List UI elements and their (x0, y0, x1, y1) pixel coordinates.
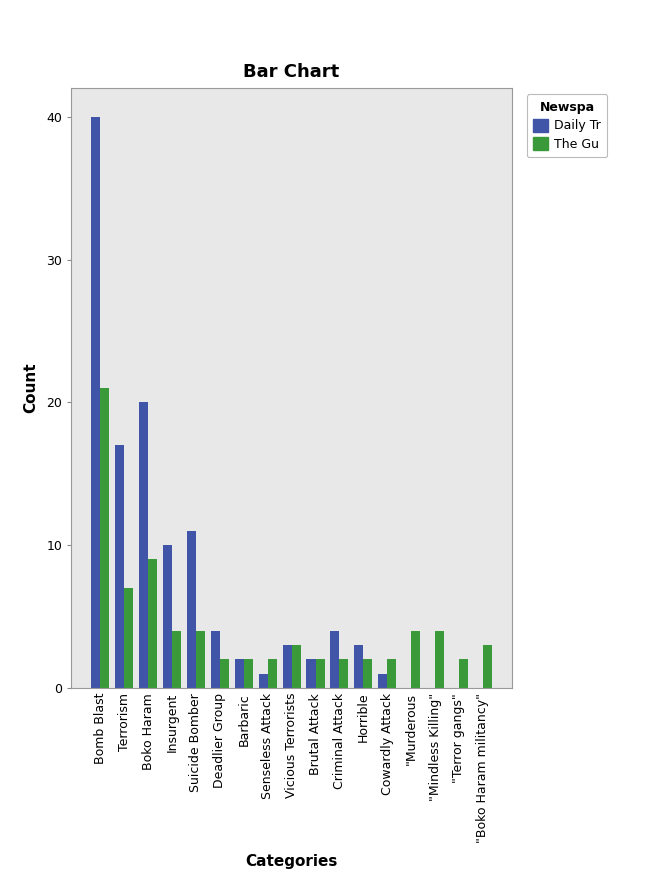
Bar (316, 660, 325, 688)
Bar (268, 660, 277, 688)
Bar (483, 645, 492, 688)
Bar (196, 631, 205, 688)
Title: Bar Chart: Bar Chart (244, 64, 340, 81)
Bar (163, 545, 172, 688)
Bar (340, 660, 349, 688)
Bar (91, 116, 100, 688)
Bar (115, 445, 124, 688)
Bar (330, 631, 340, 688)
Bar (378, 674, 388, 688)
Bar (459, 660, 468, 688)
Bar (307, 660, 316, 688)
Bar (172, 631, 181, 688)
Bar (388, 660, 397, 688)
Bar (283, 645, 292, 688)
Bar (235, 660, 244, 688)
Bar (211, 631, 220, 688)
X-axis label: Categories: Categories (246, 854, 338, 869)
Bar (124, 588, 133, 688)
Bar (187, 531, 196, 688)
Bar (435, 631, 444, 688)
Bar (292, 645, 301, 688)
Bar (220, 660, 229, 688)
Bar (100, 388, 110, 688)
Bar (364, 660, 373, 688)
Legend: Daily Tr, The Gu: Daily Tr, The Gu (527, 94, 607, 157)
Bar (354, 645, 364, 688)
Bar (411, 631, 420, 688)
Bar (244, 660, 253, 688)
Y-axis label: Count: Count (23, 363, 38, 414)
Bar (148, 559, 157, 688)
Bar (259, 674, 268, 688)
Bar (139, 402, 148, 688)
